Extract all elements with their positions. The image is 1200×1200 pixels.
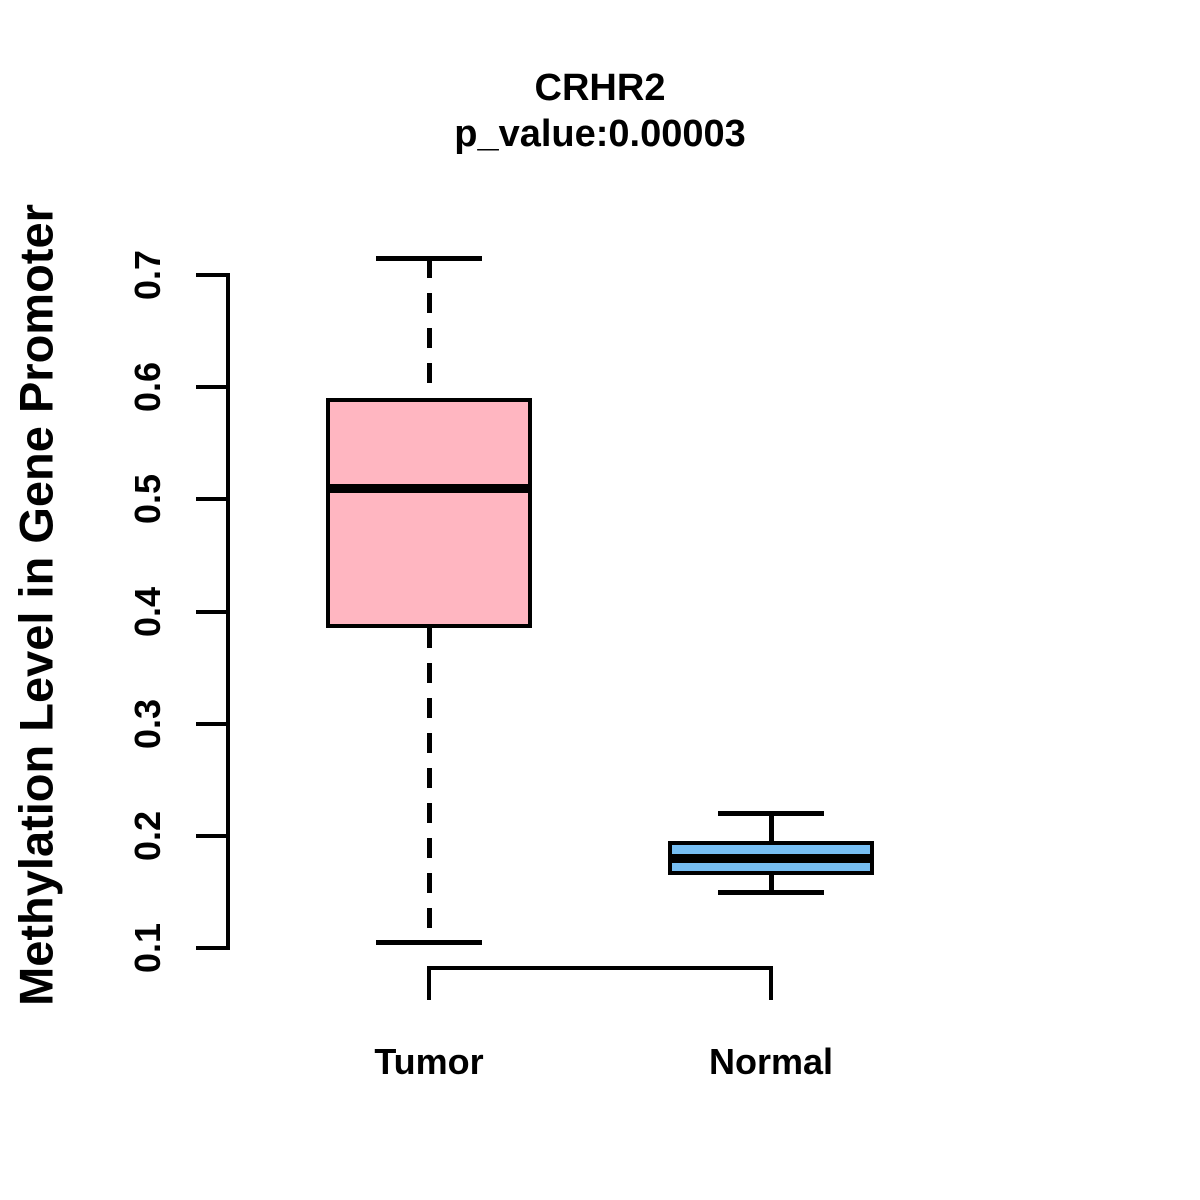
x-tick-label-normal: Normal bbox=[708, 1041, 834, 1082]
iqr-box-tumor bbox=[326, 398, 532, 629]
chart-subtitle-pvalue: p_value:0.00003 bbox=[454, 113, 746, 155]
lower-whisker-line bbox=[769, 875, 774, 892]
chart-title: CRHR2 bbox=[534, 67, 666, 109]
y-axis-label: Methylation Level in Gene Promoter bbox=[9, 204, 63, 1006]
y-tick bbox=[196, 497, 226, 502]
x-tick-label-tumor: Tumor bbox=[374, 1041, 484, 1082]
median-line bbox=[326, 484, 532, 494]
y-tick-label: 0.7 bbox=[127, 249, 168, 301]
y-tick-label: 0.4 bbox=[127, 586, 168, 637]
y-tick bbox=[196, 833, 226, 838]
upper-whisker-line bbox=[769, 813, 774, 842]
upper-whisker-cap bbox=[376, 256, 482, 262]
y-tick bbox=[196, 946, 226, 950]
y-tick bbox=[196, 273, 226, 277]
upper-whisker-line bbox=[427, 258, 432, 399]
x-tick bbox=[769, 968, 773, 1000]
median-line bbox=[668, 854, 874, 864]
y-tick-label: 0.1 bbox=[127, 922, 168, 974]
upper-whisker-cap bbox=[718, 811, 824, 817]
y-tick-label: 0.3 bbox=[127, 698, 168, 749]
y-tick bbox=[196, 385, 226, 390]
y-tick-label: 0.6 bbox=[127, 362, 168, 413]
lower-whisker-line bbox=[427, 628, 432, 943]
x-tick bbox=[427, 968, 431, 1000]
y-axis-line bbox=[226, 273, 230, 950]
lower-whisker-cap bbox=[376, 940, 482, 946]
y-tick bbox=[196, 609, 226, 614]
y-tick-label: 0.5 bbox=[127, 474, 168, 525]
y-tick bbox=[196, 721, 226, 726]
x-axis-line bbox=[427, 966, 773, 970]
lower-whisker-cap bbox=[718, 889, 824, 895]
y-tick-label: 0.2 bbox=[127, 810, 168, 861]
